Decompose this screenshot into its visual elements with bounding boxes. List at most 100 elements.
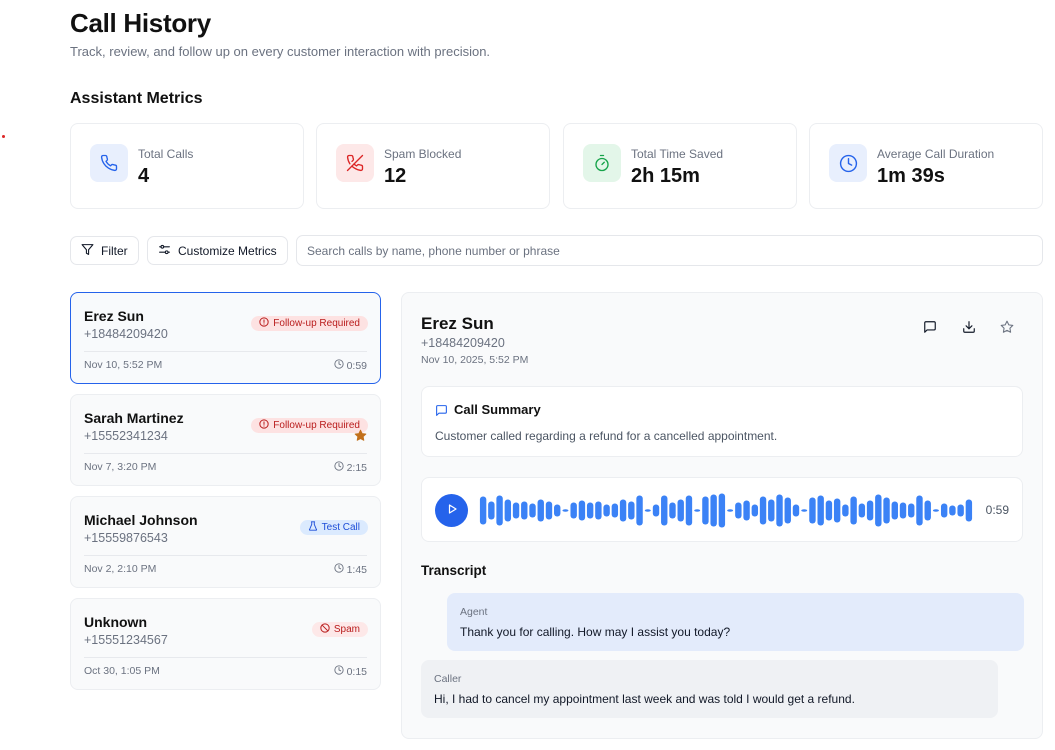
customize-metrics-label: Customize Metrics [178,243,277,258]
waveform-bar [866,500,874,521]
waveform-bar [710,494,717,527]
divider [84,453,367,454]
divider [84,555,367,556]
transcript-message-caller: Caller Hi, I had to cancel my appointmen… [421,660,998,718]
chat-icon [435,404,448,422]
waveform-bar [784,497,791,524]
call-list-item[interactable]: Unknown +15551234567 Spam Oct 30, 1:05 P… [70,598,381,690]
waveform-bar [537,499,544,522]
waveform-bar [932,509,939,512]
status-badge: Follow-up Required [251,418,368,433]
caller-phone: +18484209420 [84,327,168,341]
waveform-bar [545,501,553,520]
waveform-bar [488,501,495,520]
play-button[interactable] [435,494,468,527]
waveform-bar [792,504,800,517]
call-list-item[interactable]: Erez Sun +18484209420 Follow-up Required… [70,292,381,384]
play-icon [446,502,458,520]
metric-label: Average Call Duration [877,147,995,161]
metric-card-total-calls: Total Calls 4 [70,123,304,209]
waveform-bar [512,502,520,519]
metric-label: Total Calls [138,147,194,161]
call-detail-panel: Erez Sun +18484209420 Nov 10, 2025, 5:52… [401,292,1043,739]
clock-icon [333,461,344,474]
filter-label: Filter [101,243,128,258]
audio-waveform[interactable] [479,488,973,533]
message-icon[interactable] [921,318,939,336]
waveform-bar [850,496,857,525]
waveform-bar [496,495,503,526]
download-icon[interactable] [960,318,978,336]
waveform-bar [858,503,866,518]
status-badge: Follow-up Required [251,316,368,331]
detail-caller-name: Erez Sun [421,314,494,333]
page-subtitle: Track, review, and follow up on every cu… [70,44,491,59]
alert-circle-icon [259,317,269,330]
call-date: Nov 7, 3:20 PM [84,461,157,473]
caller-name: Michael Johnson [84,512,198,528]
metric-label: Total Time Saved [631,147,724,161]
waveform-bar [570,502,577,519]
clock-icon [333,359,344,372]
transcript-message-agent: Agent Thank you for calling. How may I a… [447,593,1024,651]
metrics-section-title: Assistant Metrics [70,90,203,107]
transcript-title: Transcript [421,563,487,578]
waveform-bar [727,509,734,512]
waveform-bar [685,495,693,526]
call-list-item[interactable]: Michael Johnson +15559876543 Test Call N… [70,496,381,588]
star-filled-icon[interactable] [354,429,367,447]
waveform-bar [677,499,684,522]
waveform-bar [924,500,931,521]
search-input[interactable] [296,235,1043,266]
waveform-bar [768,499,775,522]
call-summary-card: Call Summary Customer called regarding a… [421,386,1023,457]
call-date: Nov 2, 2:10 PM [84,563,157,575]
call-list-item[interactable]: Sarah Martinez +15552341234 Follow-up Re… [70,394,381,486]
waveform-bar [619,499,627,522]
filter-button[interactable]: Filter [70,236,139,265]
detail-datetime: Nov 10, 2025, 5:52 PM [421,354,529,366]
waveform-bar [940,503,948,518]
caller-phone: +15559876543 [84,531,168,545]
sliders-icon [158,243,171,259]
waveform-bar [652,504,660,517]
metric-value: 2h 15m [631,165,700,187]
caller-phone: +15551234567 [84,633,168,647]
message-speaker: Agent [460,606,488,618]
call-duration: 0:15 [333,665,367,678]
audio-duration: 0:59 [985,503,1009,517]
detail-caller-phone: +18484209420 [421,336,505,350]
waveform-bar [883,497,890,524]
flask-icon [308,521,318,534]
metric-value: 4 [138,165,150,187]
duration-value: 2:15 [346,461,367,474]
duration-value: 1:45 [346,563,367,576]
waveform-bar [562,509,569,512]
star-icon[interactable] [998,318,1016,336]
waveform-bar [702,496,709,525]
metric-card-spam-blocked: Spam Blocked 12 [316,123,550,209]
waveform-bar [521,501,528,520]
waveform-bar [628,501,635,520]
duration-value: 0:15 [346,665,367,678]
waveform-bar [578,500,586,521]
status-badge: Spam [311,622,368,637]
customize-metrics-button[interactable]: Customize Metrics [147,236,288,265]
waveform-bar [759,496,767,525]
waveform-bar [875,494,882,527]
waveform-bar [817,495,824,526]
call-date: Oct 30, 1:05 PM [84,665,160,677]
waveform-bar [644,509,651,512]
waveform-bar [743,500,750,521]
waveform-bar [718,493,726,528]
waveform-bar [891,501,898,520]
clock-icon [829,144,867,182]
metric-card-avg-duration: Average Call Duration 1m 39s [809,123,1043,209]
waveform-bar [776,494,783,527]
call-duration: 1:45 [333,563,367,576]
waveform-bar [825,500,833,521]
badge-label: Follow-up Required [273,420,360,431]
clock-icon [333,563,344,576]
metric-label: Spam Blocked [384,147,462,161]
message-text: Hi, I had to cancel my appointment last … [434,692,855,706]
